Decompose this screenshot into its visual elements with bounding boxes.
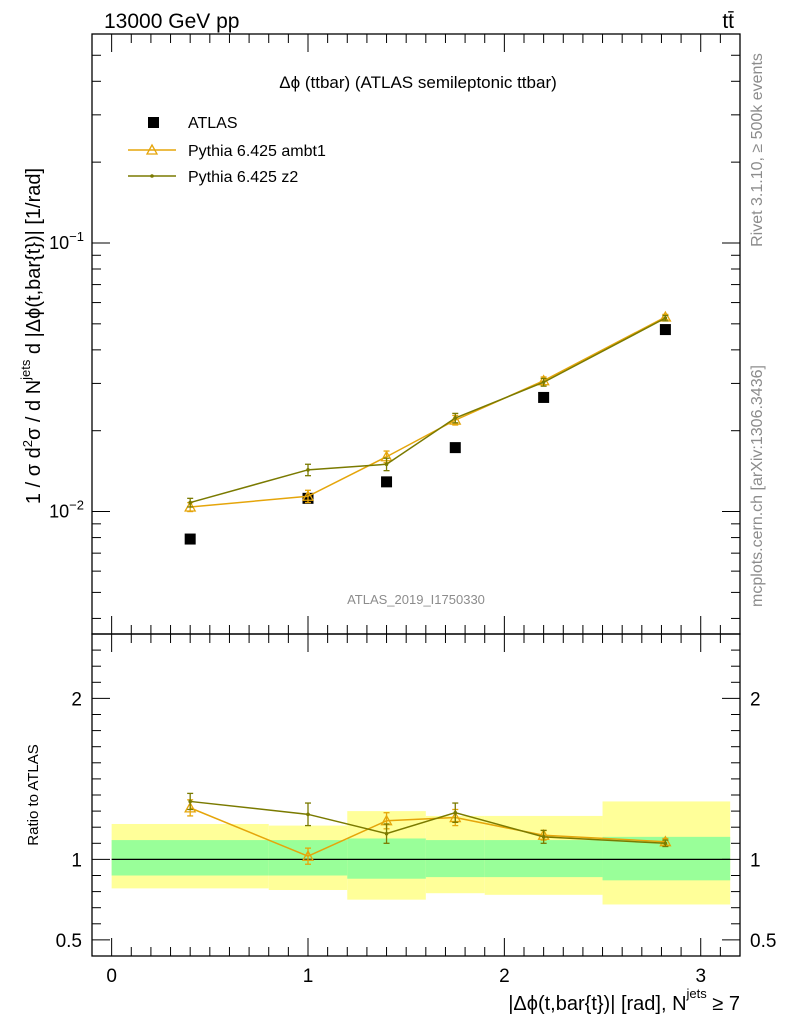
z2-point: [663, 316, 668, 320]
atlas-data-point: [184, 533, 196, 545]
energy-label: 13000 GeV pp: [104, 10, 239, 33]
svg-text:1 / σ d2σ / d Njets d |Δϕ(t,ba: 1 / σ d2σ / d Njets d |Δϕ(t,bar{t})| [1/…: [18, 168, 45, 504]
x-tick-label: 1: [303, 966, 314, 987]
ratio-y-tick-label-right: 0.5: [750, 931, 776, 952]
ratio-ambt1-point: [184, 801, 197, 813]
ratio-panel: 0.5 0.5 1 1 2 2 0 1 2 3: [56, 633, 776, 987]
ratio-z2-point: [306, 812, 310, 817]
ratio-y-tick-label-left: 0.5: [56, 931, 82, 952]
legend-label-z2: Pythia 6.425 z2: [188, 169, 298, 186]
stat-uncertainty-band: [347, 838, 426, 879]
x-axis-label: |Δϕ(t,bar{t})| [rad], Njets ≥ 7: [508, 986, 740, 1015]
main-ylabel: 1 / σ d2σ / d Njets d |Δϕ(t,bar{t})| [1/…: [18, 168, 45, 504]
stat-uncertainty-band: [111, 840, 269, 876]
z2-point: [453, 416, 458, 420]
process-label: tt̄: [722, 10, 734, 33]
ratio-ambt1-point: [301, 849, 315, 861]
legend-label-ambt1: Pythia 6.425 ambt1: [188, 143, 326, 160]
x-tick-label: 2: [499, 966, 510, 987]
x-tick-label: 0: [106, 966, 117, 987]
ratio-z2-point: [188, 799, 192, 804]
ratio-ylabel: Ratio to ATLAS: [25, 744, 42, 845]
main-title: Δϕ (ttbar) (ATLAS semileptonic ttbar): [279, 73, 557, 92]
z2-point: [541, 380, 546, 385]
mcplots-label: mcplots.cern.ch [arXiv:1306.3436]: [749, 365, 766, 607]
legend-marker-z2: [150, 174, 154, 178]
ratio-series-line-0: [189, 807, 666, 857]
legend-marker-atlas: [148, 117, 159, 128]
ratio-y-tick-label-right: 1: [750, 850, 761, 871]
atlas-data-point: [538, 391, 550, 403]
analysis-watermark: ATLAS_2019_I1750330: [347, 592, 485, 607]
ratio-y-tick-label-left: 2: [71, 689, 82, 710]
rivet-label: Rivet 3.1.10, ≥ 500k events: [749, 53, 766, 247]
ratio-y-tick-label-right: 2: [750, 689, 761, 710]
ratio-y-tick-label-left: 1: [71, 850, 82, 871]
ratio-z2-point: [384, 831, 389, 836]
ratio-z2-point: [453, 810, 458, 815]
series-line-2: [189, 317, 666, 504]
stat-uncertainty-band: [425, 840, 485, 878]
z2-point: [306, 468, 310, 472]
main-y-tick-label: 10−2: [49, 498, 84, 522]
ratio-frame: [91, 633, 741, 957]
legend-label-atlas: ATLAS: [188, 115, 238, 132]
z2-point: [384, 462, 389, 467]
ratio-series-line-1: [190, 800, 666, 845]
ratio-z2-point: [663, 841, 668, 846]
atlas-data-point: [449, 442, 461, 454]
x-tick-label: 3: [695, 966, 706, 987]
z2-point: [188, 500, 192, 505]
stat-uncertainty-band: [484, 840, 603, 878]
ambt1-point: [301, 489, 315, 501]
series-line-1: [190, 316, 666, 508]
atlas-data-point: [381, 476, 393, 488]
main-y-tick-label: 10−1: [49, 229, 84, 253]
ratio-z2-point: [541, 835, 546, 839]
legend-marker-ambt1: [145, 143, 159, 155]
legend: ATLAS Pythia 6.425 ambt1 Pythia 6.425 z2: [128, 115, 326, 186]
atlas-data-point: [659, 324, 671, 336]
